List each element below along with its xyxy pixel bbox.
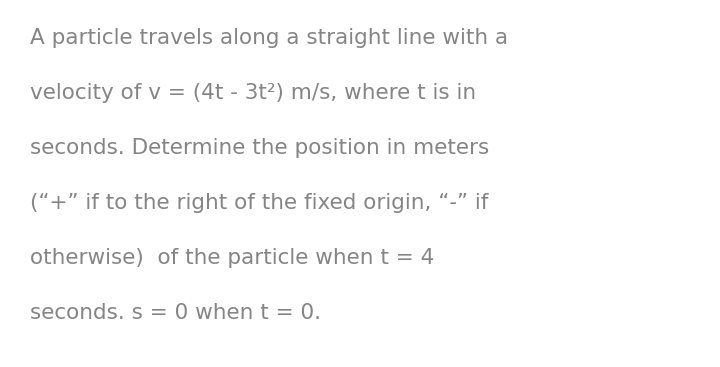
Text: A particle travels along a straight line with a: A particle travels along a straight line…: [30, 28, 508, 48]
Text: seconds. s = 0 when t = 0.: seconds. s = 0 when t = 0.: [30, 303, 321, 323]
Text: seconds. Determine the position in meters: seconds. Determine the position in meter…: [30, 138, 490, 158]
Text: (“+” if to the right of the fixed origin, “-” if: (“+” if to the right of the fixed origin…: [30, 193, 488, 213]
Text: velocity of v = (4t - 3t²) m/s, where t is in: velocity of v = (4t - 3t²) m/s, where t …: [30, 83, 476, 103]
Text: otherwise)  of the particle when t = 4: otherwise) of the particle when t = 4: [30, 248, 434, 268]
